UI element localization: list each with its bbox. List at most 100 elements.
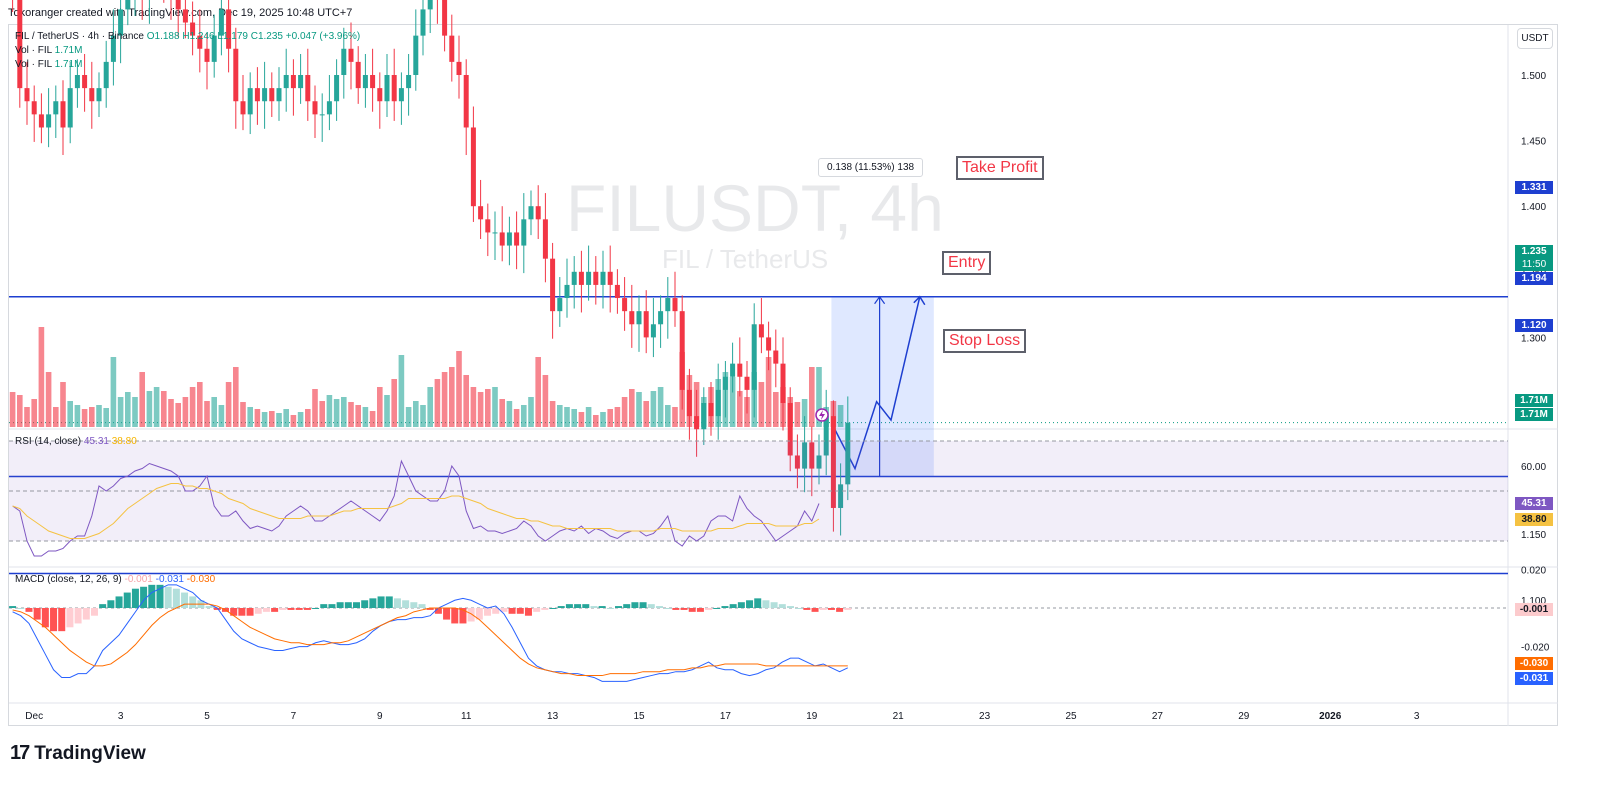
rsi-label: RSI (14, close) <box>15 436 82 447</box>
volume-bar <box>492 387 498 427</box>
volume-bar <box>708 387 714 427</box>
candle-body <box>773 350 779 364</box>
candle-body <box>658 311 664 325</box>
volume-bar <box>463 375 469 427</box>
volume-bar <box>535 357 541 427</box>
candle-body <box>758 324 764 338</box>
macd-histogram-bar <box>500 608 508 612</box>
macd-histogram-bar <box>369 598 377 608</box>
volume-bar <box>571 409 577 427</box>
volume-bar <box>89 407 95 427</box>
macd-histogram-bar <box>58 608 66 632</box>
candle-body <box>67 88 73 128</box>
volume-bar <box>413 401 419 427</box>
macd-histogram-bar <box>786 606 794 608</box>
candle-body <box>478 206 484 220</box>
volume-bar <box>333 399 340 427</box>
volume-bar <box>513 409 520 427</box>
macd-histogram-bar <box>262 608 270 612</box>
rsi-legend: RSI (14, close) 45.31 38.80 <box>15 436 137 447</box>
macd-histogram-bar <box>541 608 549 610</box>
volume-bar <box>74 405 81 427</box>
projection-arrow-head <box>913 295 926 306</box>
macd-histogram-bar <box>115 596 123 608</box>
volume-bar <box>233 367 239 427</box>
macd-histogram-bar <box>811 608 819 612</box>
volume-bar <box>686 375 693 427</box>
volume-bar <box>665 405 671 427</box>
volume-bar <box>261 412 268 427</box>
volume-bar <box>679 352 685 427</box>
volume-legend-2: Vol · FIL 1.71M <box>15 59 82 70</box>
volume-bar <box>182 397 189 427</box>
candle-body <box>413 35 419 75</box>
stop-loss-label[interactable]: Stop Loss <box>943 329 1027 353</box>
macd-histogram-bar <box>164 586 172 608</box>
volume-bar <box>283 409 289 427</box>
volume-bar <box>384 395 390 427</box>
volume-bar <box>693 382 700 427</box>
macd-histogram-bar <box>598 606 606 608</box>
price-tick-label: 1.150 <box>1521 530 1546 541</box>
entry-label[interactable]: Entry <box>942 251 992 275</box>
candle-body <box>535 206 541 220</box>
candle-body <box>31 101 37 115</box>
unit-selector[interactable]: USDT <box>1517 28 1553 49</box>
candle-body <box>17 0 23 89</box>
candle-body <box>492 232 498 234</box>
candle-body <box>571 271 577 285</box>
volume-bar <box>636 392 642 427</box>
macd-histogram-bar <box>606 608 614 609</box>
volume-bar <box>377 387 383 427</box>
volume-bar <box>794 402 801 427</box>
candle-body <box>514 232 520 246</box>
volume-bar <box>9 392 16 427</box>
macd-histogram-bar <box>33 608 41 620</box>
macd-histogram-bar <box>475 608 483 620</box>
rsi-signal-line <box>12 483 820 539</box>
volume-bar <box>715 379 721 427</box>
macd-histogram-bar <box>99 604 107 608</box>
volume-bar <box>355 405 361 427</box>
candle-body <box>254 88 260 102</box>
volume-bar <box>197 382 203 427</box>
candle-body <box>96 88 102 102</box>
time-tick-label: 9 <box>377 711 383 722</box>
volume-bar <box>254 409 261 427</box>
volume-bar <box>773 392 779 427</box>
legend-open: O1.188 <box>146 31 180 42</box>
candle-body <box>794 455 800 469</box>
candle-body <box>449 35 455 62</box>
candle-body <box>550 258 556 312</box>
macd-histogram-bar <box>254 608 262 614</box>
vol1-tag: 1.71M <box>1515 394 1553 407</box>
volume-bar <box>341 397 347 427</box>
volume-bar <box>290 415 297 427</box>
candle-body <box>197 35 203 49</box>
time-tick-label: 11 <box>461 711 472 722</box>
time-tick-label: 7 <box>291 711 297 722</box>
candle-body <box>182 9 188 23</box>
volume-bar <box>780 387 786 427</box>
volume-bar <box>38 327 45 427</box>
volume-bar <box>297 412 304 427</box>
candle-body <box>82 75 88 89</box>
volume-bar <box>110 357 117 427</box>
volume-bar <box>816 367 822 427</box>
candle-body <box>233 48 239 102</box>
macd-histogram-bar <box>287 608 295 610</box>
candle-body <box>377 88 383 102</box>
take-profit-label[interactable]: Take Profit <box>956 156 1044 180</box>
macd-histogram-bar <box>361 600 369 608</box>
macd-histogram-bar <box>557 606 565 608</box>
candle-body <box>290 75 296 89</box>
macd-histogram-bar <box>312 608 320 609</box>
volume-bar <box>621 397 628 427</box>
macd-histogram-bar <box>66 608 74 628</box>
macd-signal-line <box>12 603 848 677</box>
candle-body <box>679 311 685 390</box>
macd-histogram-bar <box>172 588 180 608</box>
volume-bar <box>225 382 232 427</box>
macd-histogram-bar <box>9 606 17 608</box>
